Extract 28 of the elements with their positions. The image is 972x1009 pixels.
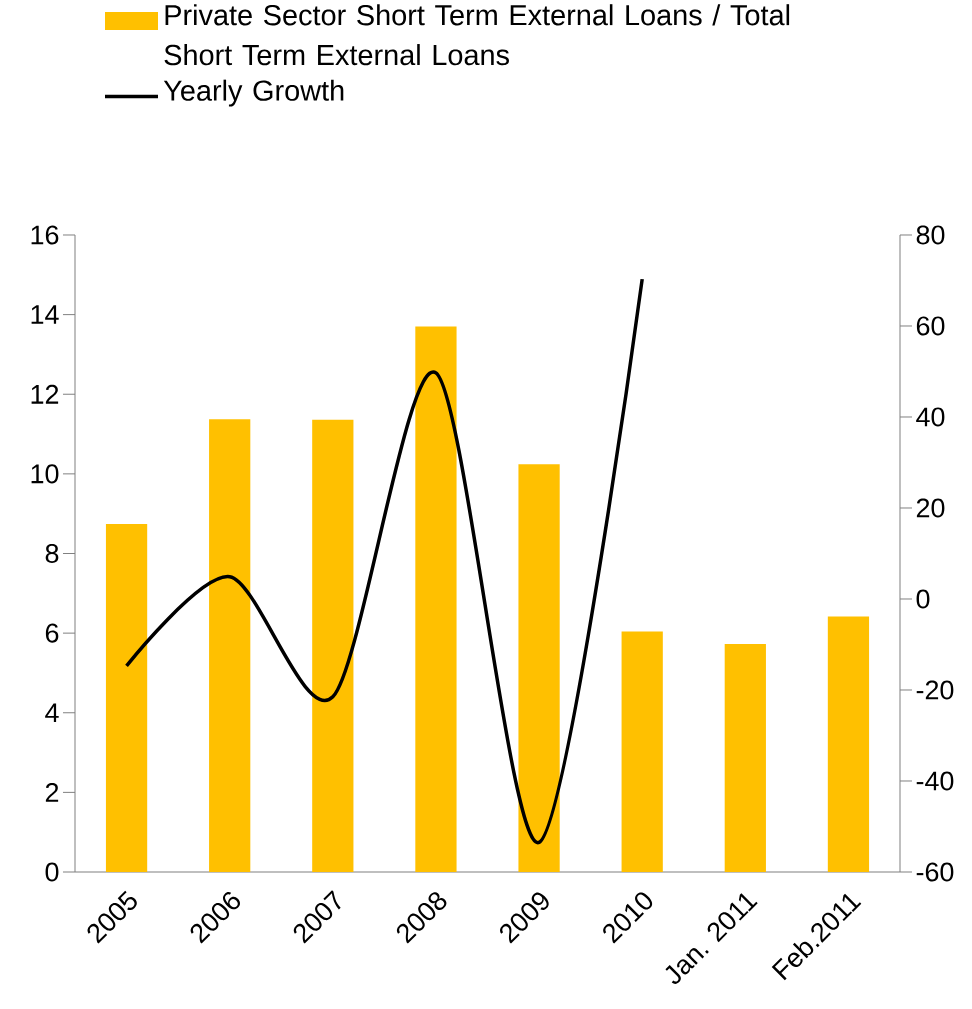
bar	[518, 464, 560, 872]
y2-tick-label: 0	[916, 589, 930, 609]
y2-tick-label: -40	[916, 771, 954, 791]
legend-label: Private Sector Short Term External Loans / Total Short Term External Loans	[164, 4, 790, 66]
y2-tick-label: 40	[916, 407, 945, 427]
y2-tick-label: 20	[916, 498, 945, 518]
legend-label: Yearly Growth	[163, 79, 344, 107]
bar	[827, 616, 870, 872]
y-tick-label: 16	[31, 225, 59, 245]
y2-tick-label: -60	[916, 862, 954, 882]
bar	[724, 643, 766, 872]
y2-tick-label: -20	[916, 680, 954, 700]
y-tick-label: 0	[45, 862, 59, 882]
y-tick-label: 12	[31, 384, 59, 404]
bar	[105, 524, 148, 872]
bar	[415, 326, 457, 872]
line-series	[124, 277, 644, 845]
bar	[312, 419, 354, 872]
y-tick-label: 4	[45, 703, 59, 722]
y2-tick-label: 80	[916, 225, 945, 245]
bar	[209, 419, 251, 872]
y2-tick-label: 60	[916, 316, 945, 336]
y-tick-label: 6	[45, 623, 59, 643]
y-tick-label: 14	[31, 305, 59, 324]
bar	[621, 631, 663, 872]
y-tick-label: 8	[45, 543, 59, 564]
y-tick-label: 10	[31, 464, 59, 484]
y-tick-label: 2	[45, 782, 59, 802]
